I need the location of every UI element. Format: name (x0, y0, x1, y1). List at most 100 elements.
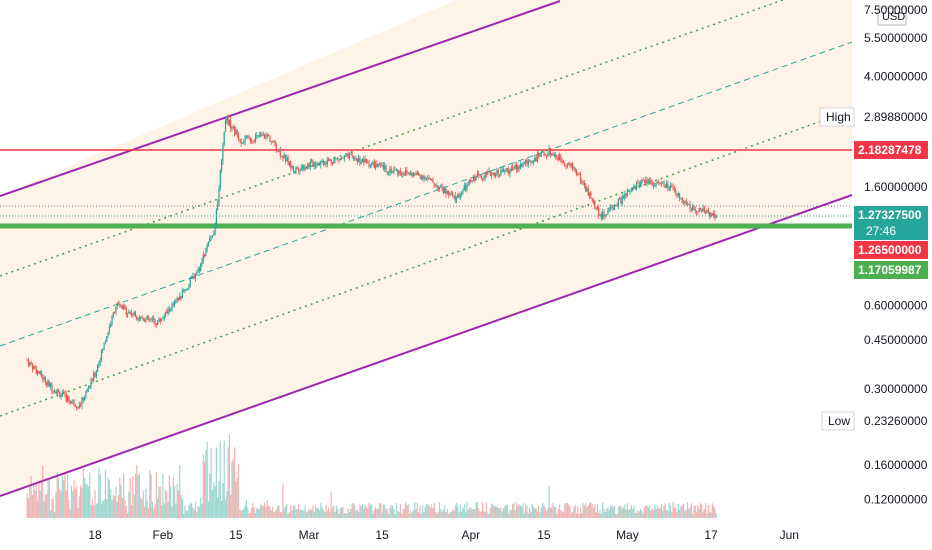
volume-bar (654, 504, 656, 518)
volume-bar (702, 511, 704, 518)
candle-body (48, 380, 50, 387)
candle-body (116, 304, 118, 307)
candle-body (609, 207, 612, 209)
candle-body (342, 157, 344, 159)
candle-body (376, 163, 378, 167)
candle-body (287, 157, 289, 166)
volume-bar (381, 512, 383, 518)
time-tick-label: Jun (780, 528, 799, 542)
candle-body (652, 184, 655, 186)
candle-body (147, 316, 150, 320)
candle-body (470, 180, 472, 182)
volume-bar (252, 502, 254, 518)
candle-body (529, 160, 531, 162)
candle-body (95, 371, 97, 377)
candle-body (698, 208, 700, 213)
currency-box[interactable] (877, 7, 907, 26)
volume-bar (495, 506, 497, 518)
candle-body (525, 160, 527, 164)
candle-body (658, 182, 660, 184)
candle-body (192, 276, 194, 279)
candle-body (406, 170, 408, 173)
volume-bar (213, 482, 215, 518)
channel-lower-line[interactable] (0, 194, 853, 497)
candle-body (690, 209, 692, 211)
price-axis[interactable]: USD 7.50000000 5.50000000 4.00000000 1.6000… (852, 0, 932, 520)
candle-body (539, 155, 541, 157)
volume-bar (369, 504, 371, 518)
plot-area[interactable] (0, 0, 853, 518)
candle-body (53, 391, 56, 393)
candle-body (191, 278, 193, 279)
candle-body (514, 164, 516, 168)
volume-bar (326, 510, 328, 518)
volume-bar (548, 485, 550, 518)
time-tick-label: 18 (88, 528, 102, 542)
candle-body (532, 161, 535, 163)
candle-body (329, 159, 331, 161)
volume-bar (239, 509, 241, 518)
volume-bar (106, 499, 108, 518)
time-tick-label: Feb (153, 528, 174, 542)
time-axis[interactable]: 18 Feb 15 Mar 15 Apr 15 May 17 Jun (0, 520, 932, 550)
candle-body (602, 212, 604, 219)
volume-bar (480, 511, 482, 518)
candle-body (560, 156, 562, 162)
candle-body (90, 379, 92, 386)
candle-body (465, 185, 467, 190)
candle-body (697, 211, 699, 213)
volume-bar (613, 506, 615, 518)
volume-bar (145, 488, 147, 518)
candle-body (222, 144, 224, 162)
candle-body (619, 198, 621, 200)
volume-bar (168, 475, 170, 518)
volume-bar (337, 509, 339, 518)
channel-upper-line[interactable] (0, 0, 561, 197)
candle-body (70, 401, 73, 403)
candle-body (316, 164, 318, 166)
volume-bar (483, 510, 485, 518)
candle-body (251, 140, 253, 142)
candle-body (99, 360, 101, 363)
volume-bar (535, 507, 537, 518)
volume-bar (244, 505, 246, 518)
candle-body (649, 179, 651, 182)
volume-bar (26, 493, 28, 518)
candle-body (596, 207, 598, 210)
volume-bar (703, 508, 705, 518)
candle-body (583, 182, 585, 186)
volume-bar (364, 504, 366, 518)
volume-bar (295, 509, 297, 518)
candle-body (295, 167, 297, 171)
candle-body (174, 301, 176, 305)
candle-body (629, 190, 631, 192)
candle-body (368, 162, 370, 167)
volume-bar (205, 450, 207, 518)
volume-bar (198, 506, 200, 518)
candle-body (110, 324, 112, 327)
volume-bar (468, 507, 471, 518)
candle-body (100, 349, 103, 361)
candle-body (201, 261, 203, 264)
volume-bar (232, 458, 234, 518)
candle-body (416, 172, 418, 175)
volume-bar (192, 507, 194, 518)
volume-bar (194, 502, 197, 518)
candle-body (512, 167, 514, 170)
candle-body (57, 389, 60, 392)
volume-bar (636, 513, 638, 518)
candle-body (438, 186, 441, 190)
candle-body (43, 377, 45, 380)
candle-body (475, 177, 477, 181)
candle-body (515, 164, 518, 171)
candle-body (89, 385, 91, 389)
volume-bar (346, 513, 348, 518)
volume-bar (308, 508, 310, 518)
volume-bar (65, 490, 67, 518)
candle-body (87, 388, 90, 390)
candle-body (669, 185, 672, 189)
volume-bar (275, 509, 277, 518)
candle-body (389, 168, 391, 173)
low-label: Low (828, 414, 850, 428)
